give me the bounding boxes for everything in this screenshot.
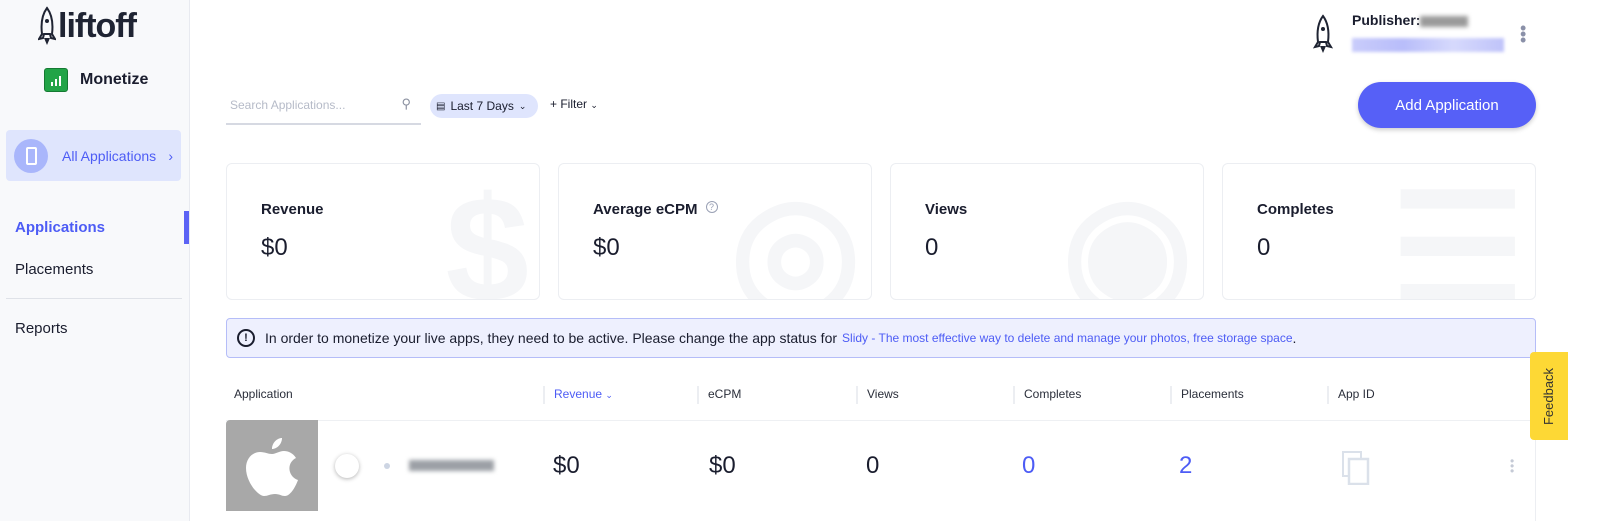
more-options-icon[interactable]: • • • [1520,18,1527,50]
stat-value: $0 [593,234,620,261]
chevron-right-icon: › [168,147,173,164]
phone-icon [14,138,48,173]
eye-icon: ◉ [1062,165,1193,300]
stat-label: Average eCPM? [593,201,718,218]
logo-text: liftoff [58,6,137,45]
search-placeholder: Search Applications... [230,97,346,112]
target-icon: ◎ [730,165,861,300]
add-application-button[interactable]: Add Application [1358,82,1536,128]
platform-apple-icon [335,454,359,478]
stat-label: Completes [1257,201,1334,218]
table-row[interactable] [226,420,1536,521]
date-range-label: Last 7 Days [450,99,514,113]
info-icon: ! [237,329,255,347]
status-dot [384,463,390,469]
banner-text: In order to monetize your live apps, the… [265,330,838,346]
column-header-application[interactable]: Application [234,387,293,401]
rocket-avatar-icon [1312,14,1334,53]
column-header-views[interactable]: Views [856,386,899,404]
sidebar-item-placements[interactable]: Placements [15,261,94,278]
app-status-link[interactable]: Slidy - The most effective way to delete… [842,331,1293,345]
info-banner: ! In order to monetize your live apps, t… [226,318,1536,358]
date-range-dropdown[interactable]: ▤ Last 7 Days ⌄ [430,94,538,118]
search-icon[interactable]: ⚲ [401,96,411,111]
column-header-ecpm[interactable]: eCPM [697,386,741,404]
column-header-placements[interactable]: Placements [1170,386,1244,404]
redacted-publisher [1420,15,1469,27]
row-more-options-icon[interactable]: • • • [1510,454,1515,478]
calendar-icon: ▤ [436,100,446,112]
cell-completes[interactable]: 0 [1022,452,1036,479]
filter-label: + Filter [550,97,588,111]
stat-value: 0 [925,234,939,261]
cell-revenue: $0 [553,452,580,479]
stat-card-revenue: $ Revenue $0 [226,163,540,300]
sidebar: liftoff Monetize All Applications › Appl… [0,0,190,521]
publisher-name: Publisher: [1352,12,1469,28]
stat-value: $0 [261,234,288,261]
cell-ecpm: $0 [709,452,736,479]
all-applications-selector[interactable]: All Applications › [6,130,181,181]
revenue-header-label: Revenue [554,387,603,401]
chevron-down-icon: ⌄ [605,390,613,400]
copy-icon[interactable] [1342,451,1370,485]
divider [6,298,182,299]
help-icon[interactable]: ? [705,201,718,213]
feedback-tab[interactable]: Feedback [1530,352,1568,440]
product-label: Monetize [80,71,149,88]
sidebar-item-applications[interactable]: Applications [15,219,106,236]
dollar-icon: $ [445,165,529,300]
rocket-icon [38,6,56,45]
feedback-label: Feedback [1541,367,1557,425]
search-input[interactable]: Search Applications... ⚲ [226,86,421,125]
cell-views: 0 [866,452,880,479]
stat-label-text: Average eCPM [593,201,698,218]
stat-card-views: ◉ Views 0 [890,163,1204,300]
stat-label: Revenue [261,201,324,218]
active-indicator [184,211,189,244]
redacted-email [1352,38,1504,52]
product-name: Monetize [44,68,148,92]
stat-value: 0 [1257,234,1271,261]
divider [226,420,1536,421]
column-header-revenue[interactable]: Revenue ⌄ [543,386,613,404]
column-header-app-id[interactable]: App ID [1327,386,1375,404]
stat-card-completes: ☰ Completes 0 [1222,163,1536,300]
cell-placements[interactable]: 2 [1179,452,1193,479]
apple-icon [246,437,298,496]
list-check-icon: ☰ [1390,165,1525,300]
redacted-app-name[interactable] [409,460,494,471]
column-header-completes[interactable]: Completes [1013,386,1081,404]
banner-end: . [1292,330,1297,346]
chevron-down-icon: ⌄ [590,100,598,110]
liftoff-logo[interactable]: liftoff [38,6,137,46]
filter-button[interactable]: + Filter ⌄ [550,97,598,111]
sidebar-item-reports[interactable]: Reports [15,320,68,337]
chevron-down-icon: ⌄ [518,100,527,111]
stat-label: Views [925,201,968,218]
all-applications-label: All Applications [62,147,157,164]
stat-card-ecpm: ◎ Average eCPM? $0 [558,163,872,300]
publisher-label: Publisher: [1352,12,1421,28]
bar-chart-icon [44,68,68,92]
app-thumbnail [226,420,318,511]
